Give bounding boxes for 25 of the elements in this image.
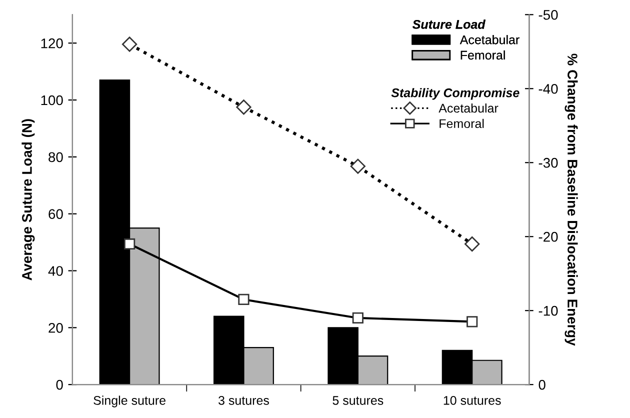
x-tick-label: 10 sutures [444,396,501,405]
legend-label: Femoral [440,118,484,128]
y-axis-title: Average Suture Load (N) [22,119,35,280]
text: Suture Load [412,20,486,29]
x-tick-label: 3 sutures [218,396,269,405]
y-tick-label: 20 [48,322,63,333]
text: Stability Compromise [391,88,520,100]
y-tick-label: 40 [48,266,63,276]
x-tick-label: 5 sutures [332,396,384,405]
legend-label: Acetabular [460,35,520,44]
legend-label: Acetabular [438,103,498,113]
y2-tick-label: -40 [538,84,558,94]
y2-tick-label: -20 [538,232,558,242]
y-tick-label: 100 [41,95,63,106]
y-tick-label: 80 [48,152,63,162]
y2-tick-label: 0 [538,380,546,390]
y-tick-label: 0 [56,380,63,390]
y2-tick-label: -30 [538,158,558,168]
y2-tick-label: -10 [538,306,558,316]
y2-tick-label: -50 [538,10,558,20]
y2-axis-title: % Change from Baseline Dislocation Energy [564,54,578,346]
y-tick-label: 120 [41,38,63,48]
legend-label: Femoral [460,50,505,60]
y-tick-label: 60 [48,209,63,219]
x-tick-label: Single suture [94,396,166,408]
